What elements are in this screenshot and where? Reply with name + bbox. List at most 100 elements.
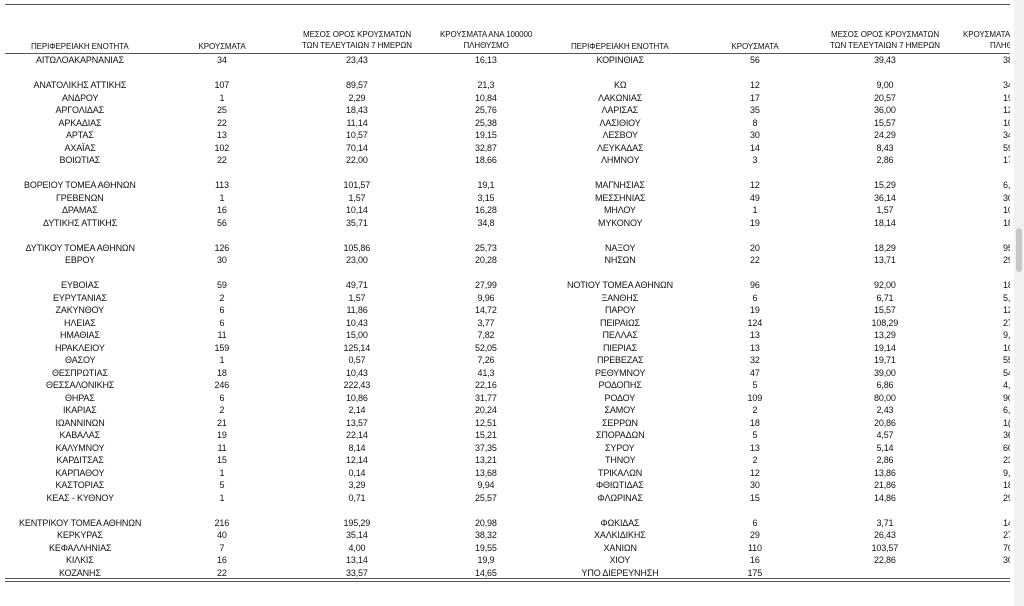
cell: 175: [747, 567, 763, 578]
cell: 52,05: [475, 342, 497, 353]
cell: 38: [1003, 55, 1010, 65]
cell: 20,86: [874, 417, 896, 428]
region-name: ΚΙΛΚΙΣ: [66, 555, 94, 565]
region-name: ΧΙΟΥ: [609, 555, 631, 565]
column-header: ΜΕΣΟΣ ΟΡΟΣ ΚΡΟΥΣΜΑΤΩΝ: [831, 30, 940, 39]
region-name: ΦΛΩΡΙΝΑΣ: [597, 492, 643, 503]
cell: 22: [217, 155, 227, 165]
cell: 22,00: [346, 155, 368, 165]
region-name: ΣΥΡΟΥ: [605, 442, 635, 453]
cell: 39,00: [874, 367, 896, 378]
cell: 14,86: [874, 492, 896, 503]
cell: 25,57: [475, 492, 497, 503]
column-header: ΚΡΟΥΣΜΑΤΑ: [731, 42, 779, 51]
cell: 6,71: [876, 292, 894, 303]
cell: 13,86: [874, 467, 896, 478]
cell: 29: [1003, 255, 1010, 265]
cell: 7: [219, 542, 225, 553]
cell: 32: [750, 355, 760, 365]
cell: 20,24: [475, 405, 497, 415]
cell: 32,87: [475, 142, 497, 153]
cell: 55: [1003, 355, 1010, 365]
cell: 19,14: [874, 342, 896, 353]
cell: 2,14: [348, 405, 366, 415]
cell: 4,00: [348, 542, 366, 553]
scrollbar[interactable]: [1014, 0, 1024, 606]
cell: 15,57: [874, 305, 896, 315]
cell: 34: [217, 55, 227, 65]
cell: 15,00: [346, 330, 368, 340]
cell: 108,29: [871, 317, 899, 328]
region-name: ΧΑΝΙΩΝ: [603, 542, 637, 553]
region-name: ΔΥΤΙΚΟΥ ΤΟΜΕΑ ΑΘΗΝΩΝ: [25, 242, 136, 253]
column-header: ΠΛΗΘ: [990, 41, 1010, 50]
cell: 25,73: [475, 242, 497, 253]
cell: 5,14: [876, 442, 894, 453]
cell: 19: [750, 217, 760, 228]
cell: 9,94: [477, 480, 495, 490]
cell: 16: [217, 555, 227, 565]
top-rule: [5, 4, 1010, 5]
cell: 18,29: [874, 242, 896, 253]
region-name: ΜΕΣΣΗΝΙΑΣ: [595, 192, 646, 203]
region-name: ΚΟΡΙΝΘΙΑΣ: [596, 55, 645, 65]
region-name: ΦΩΚΙΔΑΣ: [600, 517, 640, 528]
cell: 27: [1003, 530, 1010, 540]
cell: 2,86: [876, 455, 894, 465]
region-name: ΤΗΝΟΥ: [605, 455, 636, 465]
cell: 1,57: [876, 205, 894, 215]
cell: 70: [1003, 542, 1010, 553]
column-header: ΚΡΟΥΣΜΑΤΑ ΑΝΑ 100000: [440, 30, 533, 39]
cell: 10: [1003, 342, 1010, 353]
cell: 1: [219, 467, 225, 478]
cell: 1: [219, 492, 225, 503]
cell: 70,14: [346, 142, 368, 153]
cell: 10,14: [346, 205, 368, 215]
cell: 10,86: [346, 392, 368, 403]
cell: 1: [752, 205, 758, 215]
cell: 19,1: [477, 180, 495, 190]
cell: 10,43: [346, 367, 368, 378]
cell: 34,8: [477, 217, 495, 228]
bottom-rule: [5, 581, 1010, 582]
cell: 27,99: [475, 280, 497, 290]
region-name: ΠΕΛΛΑΣ: [602, 330, 638, 340]
cell: 10,43: [346, 317, 368, 328]
cell: 19,9: [477, 555, 495, 565]
cell: 113: [215, 180, 229, 190]
cell: 16,28: [475, 205, 497, 215]
cell: 11,86: [346, 305, 368, 315]
cell: 90: [1003, 392, 1010, 403]
cell: 13: [750, 342, 760, 353]
cell: 11: [217, 330, 227, 340]
cell: 18,66: [475, 155, 497, 165]
region-name: ΕΥΒΟΙΑΣ: [61, 280, 100, 290]
cell: 30: [750, 130, 760, 140]
cell: 15,21: [475, 430, 497, 440]
cell: 54: [1003, 367, 1010, 378]
cell: 16: [750, 555, 760, 565]
cell: 92,00: [874, 280, 896, 290]
cell: 33,57: [346, 567, 368, 578]
region-name: ΜΗΛΟΥ: [604, 205, 636, 215]
cell: 13,21: [475, 455, 497, 465]
cell: 19: [217, 430, 227, 440]
cell: 41,3: [477, 367, 495, 378]
region-name: ΕΒΡΟΥ: [65, 255, 95, 265]
cell: 4,57: [876, 430, 894, 440]
region-name: ΚΑΛΥΜΝΟΥ: [55, 442, 105, 453]
scrollbar-thumb[interactable]: [1016, 228, 1022, 272]
cell: 9,96: [477, 292, 495, 303]
region-name: ΤΡΙΚΑΛΩΝ: [598, 467, 643, 478]
cell: 30: [1003, 555, 1010, 565]
cell: 30: [217, 255, 227, 265]
cell: 11: [217, 442, 227, 453]
cell: 2,43: [876, 405, 894, 415]
cell: 22: [217, 567, 227, 578]
cell: 18: [1003, 280, 1010, 290]
cell: 16,13: [475, 55, 497, 65]
cell: 107: [214, 80, 230, 90]
region-name: ΒΟΙΩΤΙΑΣ: [59, 155, 101, 165]
cell: 23,00: [346, 255, 368, 265]
cell: 22: [217, 117, 227, 128]
